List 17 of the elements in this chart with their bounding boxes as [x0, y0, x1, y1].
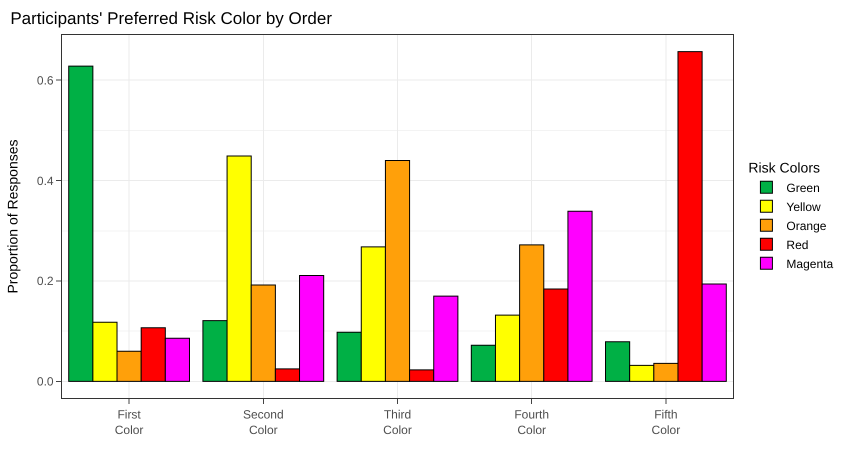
legend-label: Green — [786, 180, 820, 195]
y-tick-label: 0.6 — [36, 73, 54, 88]
legend-title: Risk Colors — [748, 160, 820, 176]
y-tick-label: 0.4 — [36, 174, 54, 188]
x-tick-label: First Color — [114, 407, 144, 437]
x-tick-label: Third Color — [383, 407, 412, 437]
chart-title: Participants' Preferred Risk Color by Order — [10, 8, 332, 28]
x-tick-label: Fifth Color — [652, 407, 680, 437]
x-tick-label: Second Color — [242, 407, 284, 437]
x-tick-label: Fourth Color — [514, 407, 550, 437]
y-axis-title: Proportion of Responses — [4, 139, 21, 294]
legend-label: Orange — [786, 218, 827, 233]
y-tick-label: 0.0 — [36, 374, 54, 389]
y-tick-label: 0.2 — [36, 274, 54, 288]
legend-label: Magenta — [786, 256, 834, 271]
legend-label: Red — [786, 238, 808, 252]
legend-label: Yellow — [786, 200, 821, 214]
